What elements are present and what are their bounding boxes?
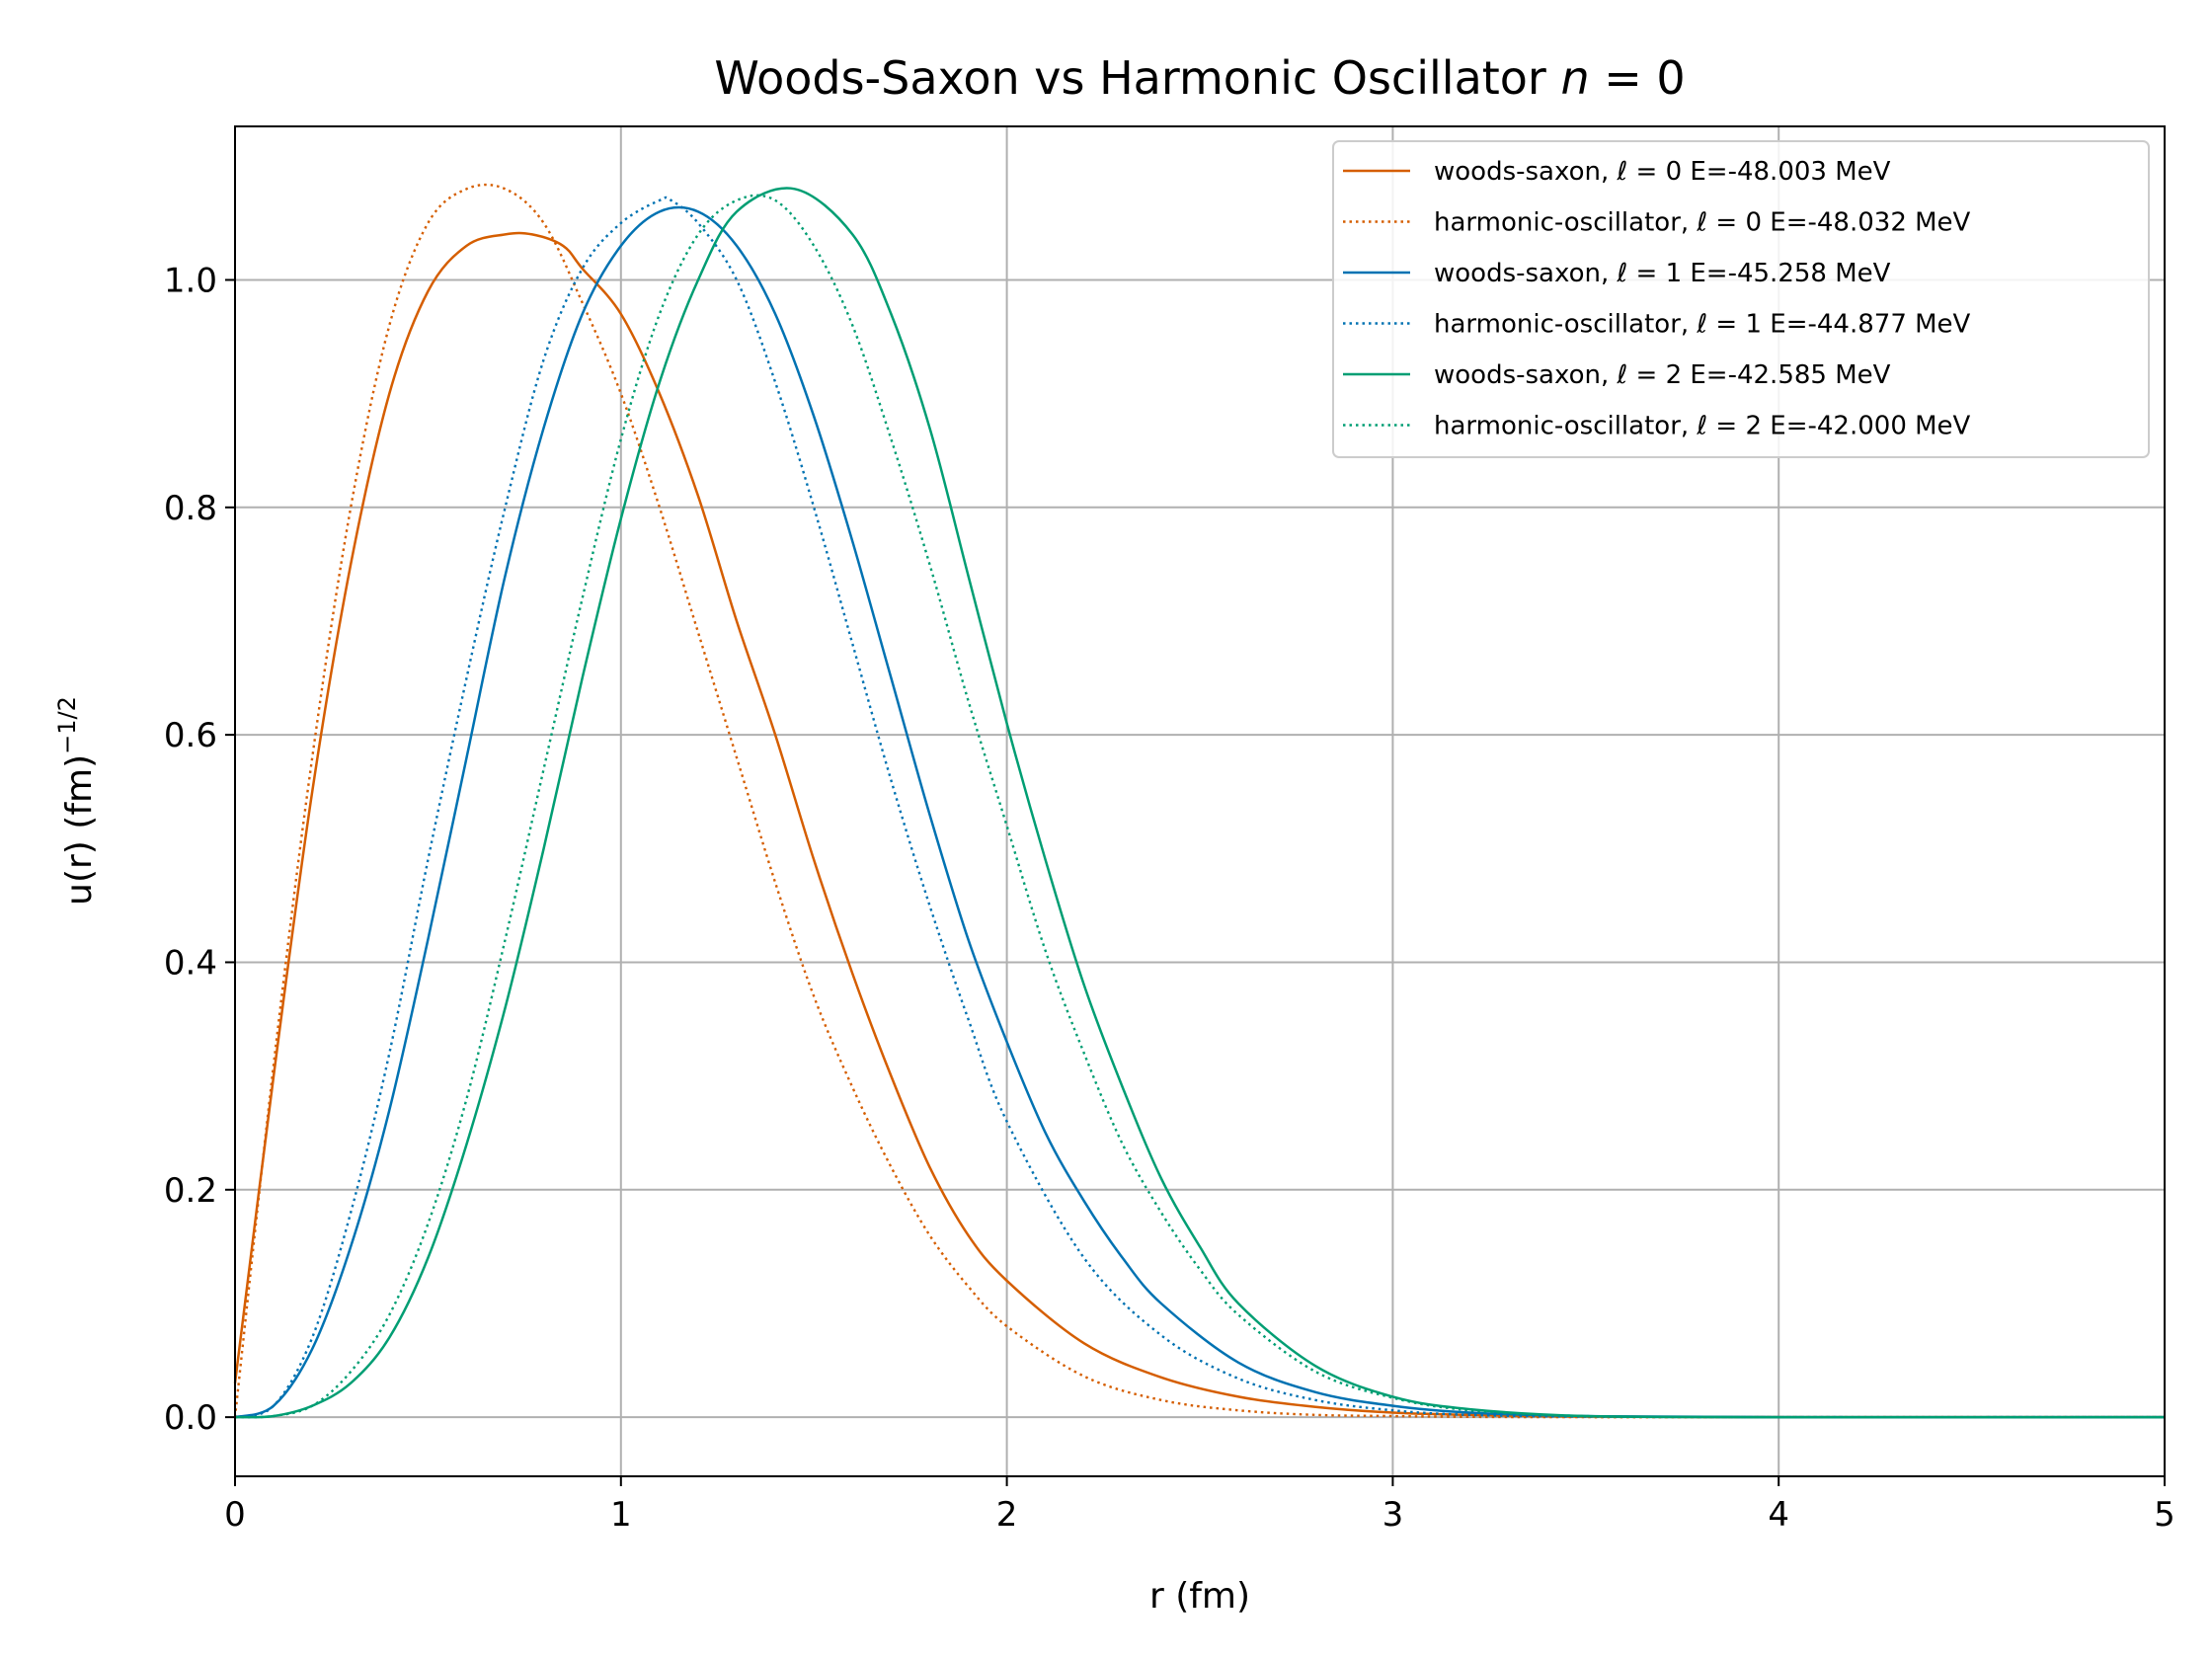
grid-lines [234,126,2166,1476]
series-line-1 [233,183,2165,1419]
legend-label-4: woods-saxon, ℓ = 2 E=-42.585 MeV [1434,360,1891,390]
plot-frame [234,125,2166,1477]
series-line-2 [234,205,2166,1419]
legend-label-5: harmonic-oscillator, ℓ = 2 E=-42.000 MeV [1434,412,1971,441]
legend: woods-saxon, ℓ = 0 E=-48.003 MeV harmonic… [1332,140,2150,458]
x-tick-label: 3 [1382,1495,1404,1535]
series-line-3 [234,196,2166,1419]
y-tick-label: 0.6 [164,716,217,755]
y-axis-title-exponent: −1/2 [53,696,81,754]
series-line-0 [233,231,2165,1419]
y-tick-label: 1.0 [164,261,217,300]
x-tick-label: 0 [224,1495,246,1535]
legend-label-1: harmonic-oscillator, ℓ = 0 E=-48.032 MeV [1434,208,1971,238]
legend-label-3: harmonic-oscillator, ℓ = 1 E=-44.877 MeV [1434,310,1971,340]
y-tick-label: 0.2 [164,1171,217,1211]
x-tick-label: 4 [1768,1495,1789,1535]
legend-label-0: woods-saxon, ℓ = 0 E=-48.003 MeV [1434,157,1891,187]
legend-box [1332,140,2150,458]
y-axis-title: u(r) (fm)−1/2 [53,696,100,906]
x-axis-ticks: 0 1 2 3 4 5 [224,1476,2175,1535]
x-tick-label: 1 [610,1495,632,1535]
y-tick-label: 0.0 [164,1398,217,1438]
chart-title: Woods-Saxon vs Harmonic Oscillator n = 0 [714,51,1685,105]
y-axis-ticks: 0.0 0.2 0.4 0.6 0.8 1.0 [164,261,235,1438]
x-tick-label: 2 [996,1495,1018,1535]
y-tick-label: 0.4 [164,943,217,983]
legend-label-2: woods-saxon, ℓ = 1 E=-45.258 MeV [1434,259,1891,288]
y-tick-label: 0.8 [164,489,217,528]
x-tick-label: 5 [2154,1495,2175,1535]
x-axis-title: r (fm) [1149,1576,1250,1617]
series-line-4 [234,187,2166,1419]
data-series [233,183,2166,1419]
